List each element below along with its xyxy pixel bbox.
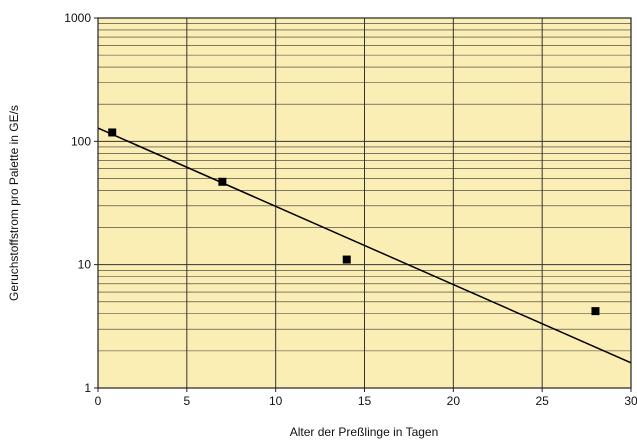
x-tick-label: 15	[358, 394, 372, 408]
x-tick-label: 5	[183, 394, 190, 408]
trend-line	[97, 127, 632, 364]
y-tick-label: 1000	[64, 11, 91, 25]
data-point	[218, 177, 227, 186]
y-tick-label: 100	[71, 134, 91, 148]
x-tick-label: 0	[95, 394, 102, 408]
y-tick-label: 1	[84, 381, 91, 395]
x-axis-label: Alter der Preßlinge in Tagen	[290, 425, 439, 439]
x-tick-label: 20	[447, 394, 461, 408]
data-marks	[97, 127, 632, 364]
x-tick-label: 10	[269, 394, 283, 408]
x-tick-label: 25	[535, 394, 549, 408]
axis-ticks: 0 5 10 15 20 25 30 1 10 100 1000	[64, 11, 637, 408]
data-point	[591, 307, 600, 316]
y-axis-label: Geruchstoffstrom pro Palette in GE/s	[7, 105, 21, 301]
data-point	[108, 128, 117, 137]
y-tick-label: 10	[78, 258, 92, 272]
x-tick-label: 30	[624, 394, 637, 408]
data-point	[342, 255, 351, 264]
